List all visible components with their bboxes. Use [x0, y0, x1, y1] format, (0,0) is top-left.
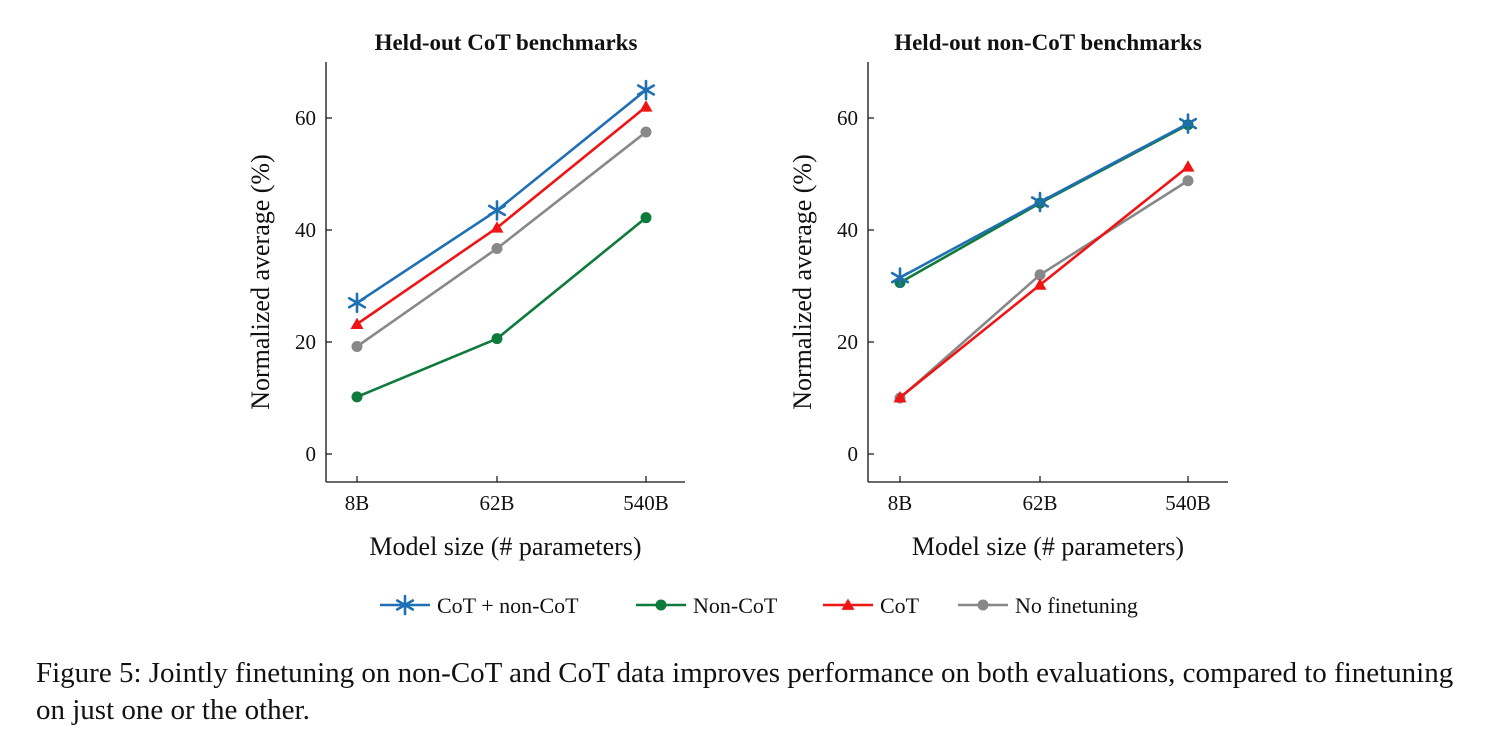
- data-point-non-cot: [351, 391, 363, 403]
- x-tick-label: 62B: [1022, 491, 1057, 515]
- legend-label: CoT: [880, 593, 920, 618]
- x-axis-label: Model size (# parameters): [369, 532, 641, 561]
- legend-marker: [655, 599, 667, 611]
- figure-caption: Figure 5: Jointly finetuning on non-CoT …: [36, 657, 1454, 726]
- data-point-cot-non-cot: [636, 79, 656, 101]
- series-cot-non-cot: [347, 79, 656, 314]
- data-point-no-finetuning: [351, 340, 363, 352]
- data-point-no-finetuning: [491, 242, 503, 254]
- y-axis-label: Normalized average (%): [788, 154, 817, 410]
- y-tick-label: 20: [837, 330, 858, 354]
- y-axis-label: Normalized average (%): [246, 154, 275, 410]
- series-line-cot: [356, 105, 647, 326]
- x-axis-label: Model size (# parameters): [912, 532, 1184, 561]
- data-point-cot: [1033, 278, 1047, 290]
- series-non-cot: [351, 212, 652, 403]
- chart-panel-2: Held-out non-CoT benchmarks 0 20 40 60 8B 62B 5…: [788, 30, 1228, 561]
- data-point-cot: [639, 100, 653, 112]
- data-point-cot-non-cot: [890, 267, 910, 288]
- data-point-cot: [893, 390, 907, 403]
- legend: CoT + non-CoT Non-CoT CoT No finetuning: [380, 593, 1138, 618]
- data-point-no-finetuning: [1182, 175, 1194, 187]
- x-tick-label: 540B: [623, 491, 669, 515]
- legend-marker: [977, 599, 989, 611]
- chart-title: Held-out CoT benchmarks: [375, 30, 638, 55]
- figure: Held-out CoT benchmarks 0 20 40 60 8B 62B 540B M…: [246, 30, 1228, 618]
- legend-marker: [841, 598, 855, 610]
- data-point-non-cot: [491, 333, 503, 345]
- y-tick-label: 60: [837, 106, 858, 130]
- data-point-cot: [490, 221, 504, 233]
- data-point-cot-non-cot: [487, 200, 507, 221]
- series-no-finetuning: [351, 126, 652, 352]
- legend-label: No finetuning: [1015, 593, 1138, 618]
- legend-item-cot-non-cot: CoT + non-CoT: [380, 593, 579, 618]
- legend-marker: [395, 594, 415, 616]
- x-tick-label: 8B: [345, 491, 370, 515]
- legend-label: Non-CoT: [693, 593, 778, 618]
- chart-panel-1: Held-out CoT benchmarks 0 20 40 60 8B 62B 540B M…: [246, 30, 685, 561]
- data-point-cot-non-cot: [347, 292, 367, 314]
- y-tick-label: 0: [848, 442, 859, 466]
- data-point-cot: [350, 317, 364, 329]
- series-line-cot-non-cot: [356, 88, 647, 304]
- x-tick-label: 62B: [479, 491, 514, 515]
- legend-item-non-cot: Non-CoT: [636, 593, 778, 618]
- x-tick-label: 8B: [888, 491, 913, 515]
- y-tick-label: 60: [295, 106, 316, 130]
- y-tick-label: 20: [295, 330, 316, 354]
- data-point-no-finetuning: [640, 126, 652, 138]
- legend-label: CoT + non-CoT: [437, 593, 579, 618]
- series-cot: [350, 100, 653, 329]
- data-point-cot-non-cot: [1030, 191, 1050, 213]
- data-point-cot: [1181, 160, 1195, 172]
- data-point-non-cot: [640, 212, 652, 224]
- legend-item-no-finetuning: No finetuning: [958, 593, 1138, 618]
- y-tick-label: 40: [295, 218, 316, 242]
- series-cot: [893, 160, 1195, 403]
- y-tick-label: 0: [306, 442, 317, 466]
- chart-title: Held-out non-CoT benchmarks: [894, 30, 1202, 55]
- y-tick-label: 40: [837, 218, 858, 242]
- series-line-no-finetuning: [356, 130, 647, 348]
- x-tick-label: 540B: [1165, 491, 1211, 515]
- legend-item-cot: CoT: [823, 593, 920, 618]
- data-point-no-finetuning: [1034, 269, 1046, 281]
- series-cot-non-cot: [890, 113, 1198, 288]
- data-point-cot-non-cot: [1178, 113, 1198, 134]
